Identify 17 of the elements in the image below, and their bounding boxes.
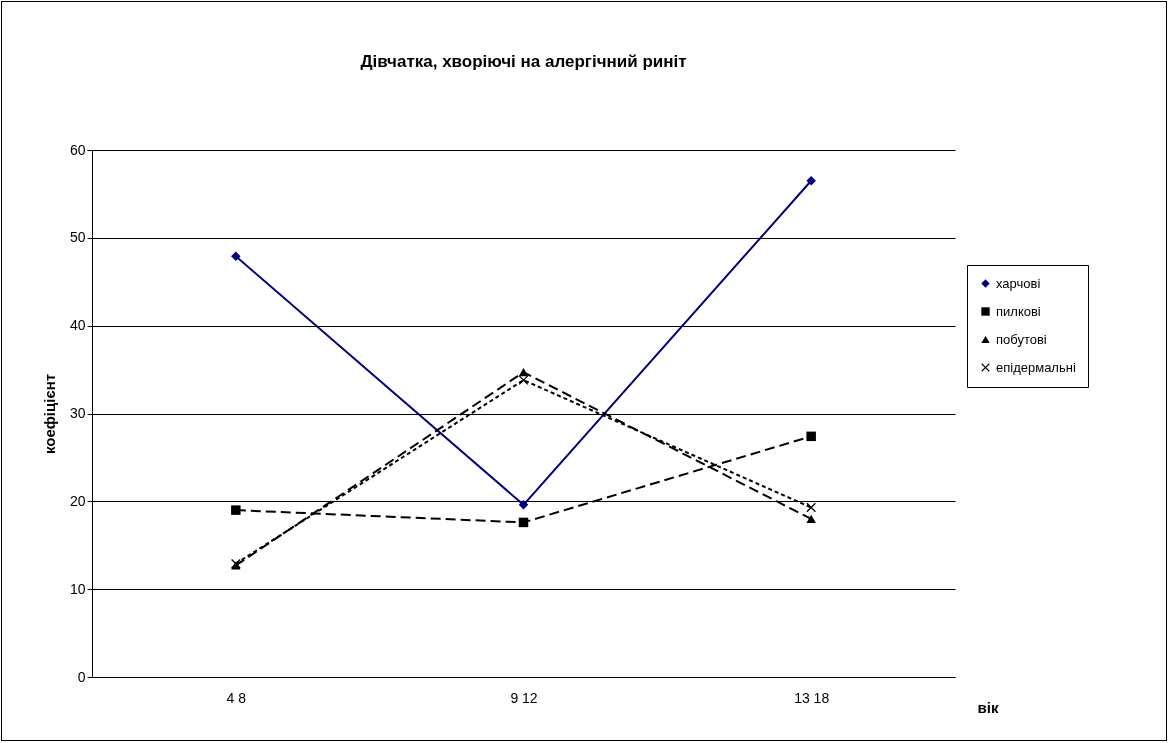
- x-axis-title: вік: [977, 698, 999, 716]
- legend-label: епідермальні: [996, 359, 1076, 375]
- x-tick-label: 13 18: [794, 689, 830, 706]
- x-tick-label: 4 8: [226, 689, 247, 706]
- y-axis-title: коефіцієнт: [40, 373, 58, 455]
- y-tick-label: 40: [69, 317, 86, 334]
- x-tick-label: 9 12: [510, 689, 538, 706]
- y-tick-label: 50: [69, 229, 86, 246]
- chart-title: Дівчатка, хворіючі на алергічний риніт: [360, 52, 687, 71]
- legend-label: пилкові: [996, 303, 1041, 319]
- legend-label: побутові: [996, 331, 1047, 347]
- y-tick-label: 30: [69, 405, 86, 421]
- y-tick-label: 0: [77, 668, 86, 685]
- y-tick-label: 10: [69, 580, 86, 597]
- legend-label: харчові: [996, 275, 1041, 291]
- y-tick-label: 20: [69, 492, 86, 509]
- y-tick-label: 60: [69, 141, 86, 158]
